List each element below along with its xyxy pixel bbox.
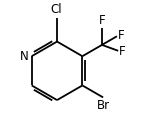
Text: F: F [118,29,125,42]
Text: Cl: Cl [50,3,62,16]
Text: F: F [119,45,126,58]
Text: Br: Br [97,99,110,112]
Text: N: N [20,50,29,63]
Text: F: F [99,14,105,26]
